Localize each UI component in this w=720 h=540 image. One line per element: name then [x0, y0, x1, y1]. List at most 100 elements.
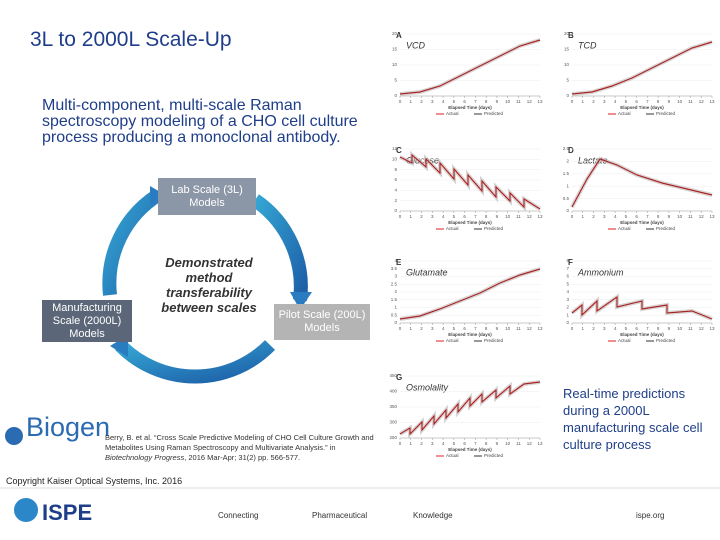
- y-tick-label: 10: [564, 62, 570, 67]
- slide-title: 3L to 2000L Scale-Up: [30, 28, 232, 51]
- y-tick-label: 5: [566, 78, 569, 83]
- x-tick-label: 0: [571, 99, 574, 104]
- x-axis-label: Elapsed Time (days): [448, 447, 492, 452]
- x-tick-label: 8: [485, 99, 488, 104]
- logo: Biogen: [26, 412, 111, 442]
- panel-title: Ammonium: [577, 267, 624, 277]
- x-tick-label: 2: [420, 326, 423, 331]
- x-tick-label: 9: [496, 441, 499, 446]
- y-tick-label: 350: [389, 404, 397, 409]
- x-tick-label: 2: [420, 99, 423, 104]
- caption: Real-time predictions during a 2000L man…: [563, 386, 703, 452]
- panel-letter: F: [568, 258, 573, 267]
- predicted-curve: [399, 381, 541, 435]
- x-tick-label: 4: [442, 441, 445, 446]
- footer-link[interactable]: Knowledge: [413, 511, 453, 520]
- cycle-arrow: [250, 194, 308, 301]
- y-tick-label: 2.5: [563, 146, 570, 151]
- y-tick-label: 400: [389, 389, 397, 394]
- x-tick-label: 11: [516, 326, 521, 331]
- cycle-arrow: [102, 189, 162, 296]
- x-tick-label: 0: [399, 99, 402, 104]
- x-tick-label: 12: [527, 441, 533, 446]
- x-tick-label: 4: [442, 326, 445, 331]
- x-tick-label: 13: [709, 99, 715, 104]
- x-tick-label: 12: [527, 214, 533, 219]
- x-tick-label: 3: [431, 99, 434, 104]
- y-tick-label: 15: [564, 47, 570, 52]
- x-tick-label: 6: [635, 214, 638, 219]
- panel-letter: C: [396, 146, 402, 155]
- x-tick-label: 9: [496, 326, 499, 331]
- x-tick-label: 7: [474, 99, 477, 104]
- y-tick-label: 0: [566, 320, 569, 325]
- predicted-curve: [571, 41, 713, 95]
- panel-letter: E: [396, 258, 402, 267]
- x-tick-label: 4: [614, 326, 617, 331]
- x-tick-label: 0: [399, 441, 402, 446]
- brand: ISPE: [42, 500, 93, 525]
- x-tick-label: 5: [453, 99, 456, 104]
- x-tick-label: 7: [474, 214, 477, 219]
- x-tick-label: 5: [625, 326, 628, 331]
- x-tick-label: 8: [485, 326, 488, 331]
- biogen-icon: [5, 427, 23, 445]
- y-tick-label: 2: [566, 159, 569, 164]
- x-tick-label: 5: [625, 99, 628, 104]
- x-tick-label: 7: [474, 326, 477, 331]
- x-axis-label: Elapsed Time (days): [448, 220, 492, 225]
- legend-label: Actual: [446, 111, 459, 116]
- predicted-curve: [399, 39, 541, 95]
- y-tick-label: 3: [566, 297, 569, 302]
- footer-link[interactable]: ispe.org: [636, 511, 665, 520]
- legend-label: Actual: [618, 226, 631, 231]
- legend-label: Predicted: [484, 453, 504, 458]
- x-tick-label: 1: [410, 326, 413, 331]
- x-tick-label: 2: [592, 99, 595, 104]
- legend-label: Actual: [446, 453, 459, 458]
- predicted-curve: [571, 296, 713, 320]
- x-tick-label: 10: [677, 326, 683, 331]
- x-tick-label: 1: [582, 99, 585, 104]
- y-tick-label: 10: [392, 62, 398, 67]
- x-tick-label: 3: [431, 214, 434, 219]
- footer-link[interactable]: Connecting: [218, 511, 259, 520]
- y-tick-label: 4: [566, 289, 569, 294]
- x-tick-label: 2: [592, 214, 595, 219]
- journal: Biotechnology Progress: [105, 453, 185, 462]
- legend-label: Predicted: [484, 338, 504, 343]
- y-tick-label: 300: [389, 420, 397, 425]
- footer-link[interactable]: Pharmaceutical: [312, 511, 368, 520]
- panel-letter: G: [396, 373, 402, 382]
- x-tick-label: 1: [410, 441, 413, 446]
- x-tick-label: 11: [688, 326, 693, 331]
- y-tick-label: 2: [566, 305, 569, 310]
- y-tick-label: 6: [394, 177, 397, 182]
- x-tick-label: 3: [431, 441, 434, 446]
- cycle-arrow: [115, 340, 275, 384]
- citation-text: Berry, B. et al. “Cross Scale Predictive…: [105, 433, 374, 452]
- y-tick-label: 0: [394, 208, 397, 213]
- x-axis-label: Elapsed Time (days): [448, 332, 492, 337]
- y-tick-label: 20: [564, 31, 570, 36]
- x-tick-label: 6: [635, 99, 638, 104]
- x-tick-label: 7: [646, 214, 649, 219]
- y-tick-label: 10: [392, 157, 398, 162]
- x-tick-label: 5: [453, 441, 456, 446]
- cycle: [102, 189, 308, 384]
- x-tick-label: 9: [496, 214, 499, 219]
- panel-title: Osmolality: [406, 382, 449, 392]
- x-tick-label: 4: [442, 99, 445, 104]
- y-tick-label: 2.5: [391, 281, 398, 286]
- x-tick-label: 4: [442, 214, 445, 219]
- x-tick-label: 2: [420, 441, 423, 446]
- y-tick-label: 450: [389, 373, 397, 378]
- legend-label: Predicted: [656, 226, 676, 231]
- x-tick-label: 3: [603, 99, 606, 104]
